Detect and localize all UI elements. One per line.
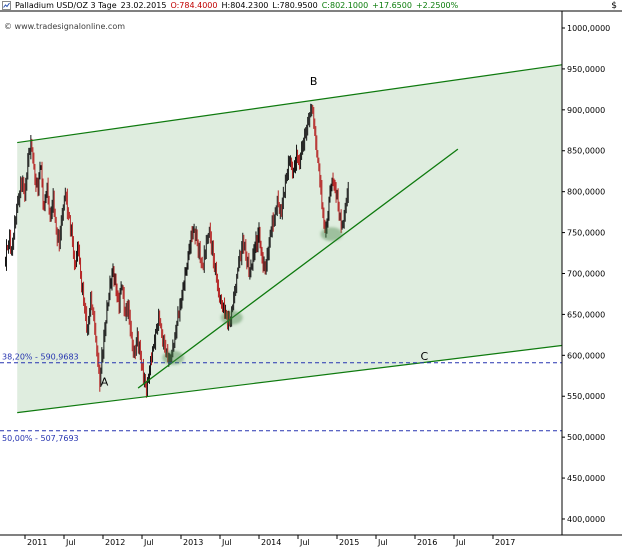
x-tick-label: Jul xyxy=(65,538,76,547)
x-tick-label: Jul xyxy=(377,538,388,547)
fib-level-label: 38,20% - 590,9683 xyxy=(2,353,79,362)
currency-axis-label: $ xyxy=(611,1,617,11)
x-tick-label: 2013 xyxy=(183,538,203,547)
y-tick-label: 500,0000 xyxy=(567,433,605,442)
y-tick-label: 950,0000 xyxy=(567,65,605,74)
y-tick-label: 700,0000 xyxy=(567,269,605,278)
close-value: C:802.1000 xyxy=(321,1,369,10)
channel-upper-line[interactable] xyxy=(17,64,562,144)
y-tick-label: 800,0000 xyxy=(567,188,605,197)
candlestick-series xyxy=(5,103,349,398)
instrument-chart-icon xyxy=(2,1,11,10)
touch-marker xyxy=(162,350,185,365)
low-value: L:780.9500 xyxy=(272,1,318,10)
watermark: © www.tradesignalonline.com xyxy=(4,22,126,31)
trendline[interactable] xyxy=(137,148,459,389)
y-tick-label: 450,0000 xyxy=(567,474,605,483)
x-tick-label: Jul xyxy=(299,538,310,547)
y-tick-label: 650,0000 xyxy=(567,310,605,319)
y-tick-label: 550,0000 xyxy=(567,392,605,401)
change-pct: +2.2500% xyxy=(415,1,459,10)
y-tick-label: 600,0000 xyxy=(567,351,605,360)
trend-channel-fill xyxy=(17,64,562,413)
change-abs: +17.6500 xyxy=(372,1,412,10)
touch-marker xyxy=(220,310,243,325)
wave-label: B xyxy=(310,75,318,88)
quote-date: 23.02.2015 xyxy=(120,1,167,10)
y-tick-label: 750,0000 xyxy=(567,229,605,238)
chart-header: Palladium USD/OZ 3 Tage 23.02.2015 O:784… xyxy=(2,1,462,10)
x-tick-label: Jul xyxy=(143,538,154,547)
y-tick-label: 850,0000 xyxy=(567,147,605,156)
x-tick-label: Jul xyxy=(221,538,232,547)
x-tick-label: 2017 xyxy=(495,538,515,547)
channel-lower-line[interactable] xyxy=(17,344,562,414)
x-tick-label: 2014 xyxy=(261,538,281,547)
wave-label: C xyxy=(421,350,429,363)
open-value: O:784.4000 xyxy=(170,1,218,10)
x-tick-label: 2011 xyxy=(27,538,47,547)
x-tick-label: 2016 xyxy=(417,538,437,547)
x-tick-label: 2015 xyxy=(339,538,359,547)
symbol-title: Palladium USD/OZ 3 Tage xyxy=(15,1,117,10)
y-tick-label: 900,0000 xyxy=(567,106,605,115)
high-value: H:804.2300 xyxy=(221,1,269,10)
y-tick-label: 400,0000 xyxy=(567,515,605,524)
fib-level-label: 50,00% - 507,7693 xyxy=(2,434,79,443)
wave-label: A xyxy=(101,376,109,389)
x-tick-label: 2012 xyxy=(105,538,125,547)
touch-marker xyxy=(320,227,343,242)
y-tick-label: 1000,0000 xyxy=(567,24,610,33)
x-tick-label: Jul xyxy=(455,538,466,547)
